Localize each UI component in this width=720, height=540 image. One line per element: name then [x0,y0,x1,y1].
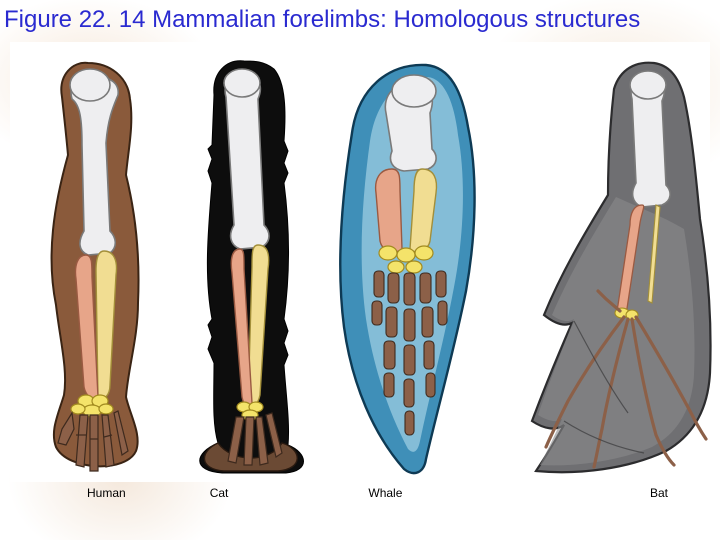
figure-area [10,42,710,482]
label-whale: Whale [368,486,402,500]
labels-row: Human Cat Whale Bat [10,486,710,500]
whale-radius [376,169,402,252]
panel-whale [318,52,498,478]
cat-forelimb [178,55,318,475]
label-human: Human [87,486,126,500]
cat-humerus-head [224,69,260,97]
whale-humerus-head [392,75,436,107]
panel-cat [178,52,318,478]
bat-membrane [538,197,695,465]
panel-human [18,52,178,478]
figure-title: Figure 22. 14 Mammalian forelimbs: Homol… [0,0,720,34]
bat-humerus-head [630,71,666,99]
whale-flipper [318,55,498,475]
human-humerus-head [70,69,110,101]
panel-bat [498,52,718,478]
bat-wing [498,55,718,475]
label-cat: Cat [210,486,229,500]
human-forelimb [18,55,178,475]
label-bat: Bat [650,486,668,500]
